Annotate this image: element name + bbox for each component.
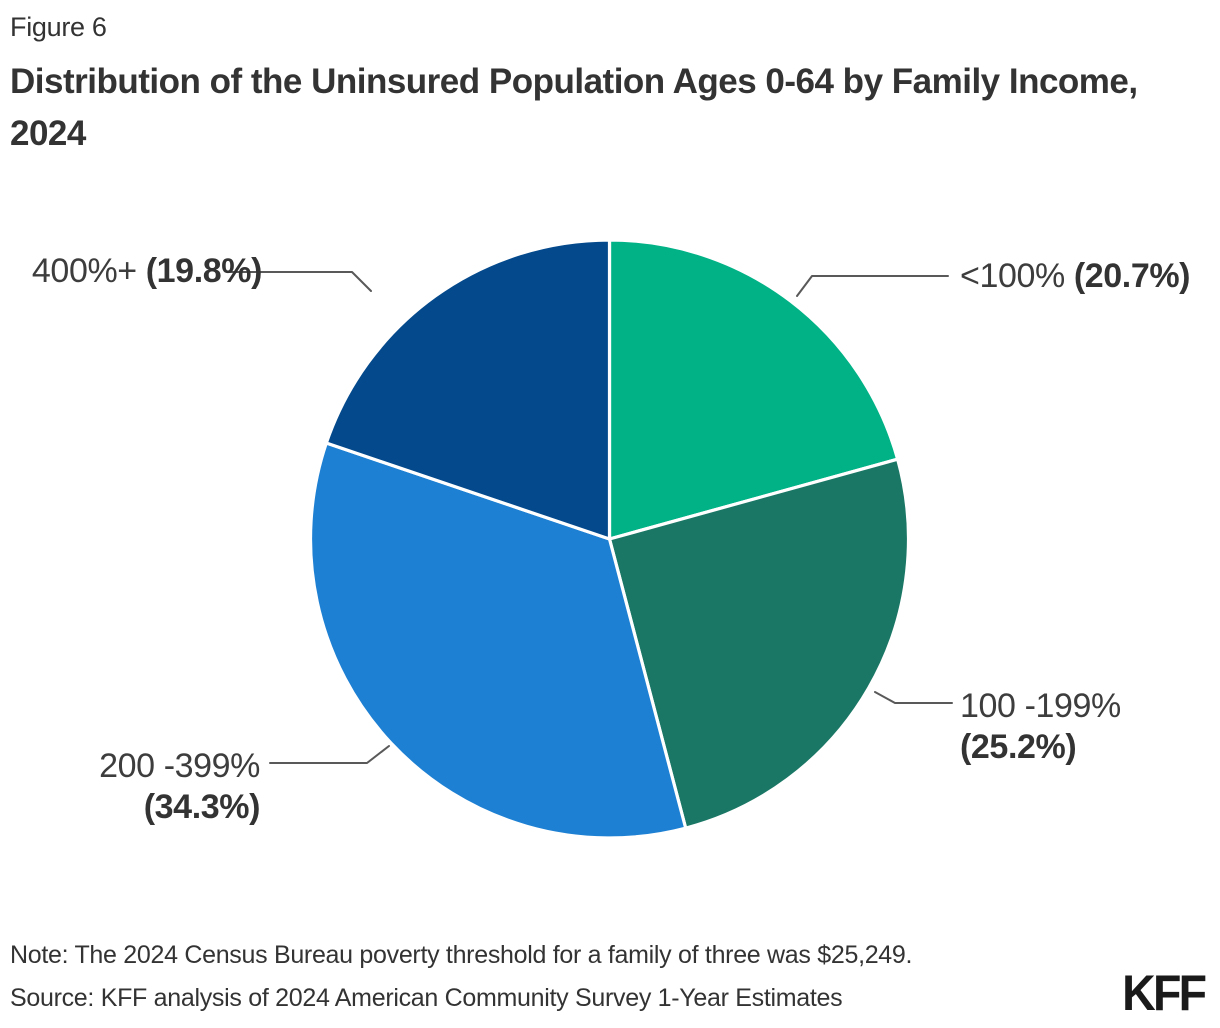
slice-label-400-plus-pct: (19.8%) [145,252,263,290]
pie-slice-400-plus [324,238,612,541]
slice-label-under-100: <100% (20.7%) [960,256,1190,297]
leader-line-under-100 [796,275,949,297]
chart-title: Distribution of the Uninsured Population… [10,62,1138,153]
pie-slice-under-100 [607,238,900,541]
note-text: Note: The 2024 Census Bureau poverty thr… [10,941,913,969]
slice-label-400-plus: 400%+ (19.8%) [32,251,262,292]
leader-line-200-399 [269,745,390,764]
slice-label-100-199-range: 100 -199% [960,687,1121,725]
kff-logo: KFF [1121,965,1207,1021]
pie-slice-200-399 [308,441,688,840]
slice-label-200-399-pct: (34.3%) [143,788,261,826]
pie-slice-100-199 [607,457,911,830]
slice-label-200-399-range: 200 -399% [99,747,260,785]
slice-label-under-100-pct: (20.7%) [1073,257,1191,295]
slice-label-100-199: 100 -199% (25.2%) [960,686,1121,768]
leader-line-100-199 [874,691,953,704]
slice-label-under-100-range: <100% [960,257,1065,295]
figure-number-label: Figure 6 [10,12,107,42]
source-text: Source: KFF analysis of 2024 American Co… [10,984,843,1012]
slice-label-200-399: 200 -399% (34.3%) [99,746,260,828]
leader-line-400-plus [229,271,372,292]
slice-label-100-199-pct: (25.2%) [960,728,1077,766]
slice-label-400-plus-range: 400%+ [31,252,137,290]
